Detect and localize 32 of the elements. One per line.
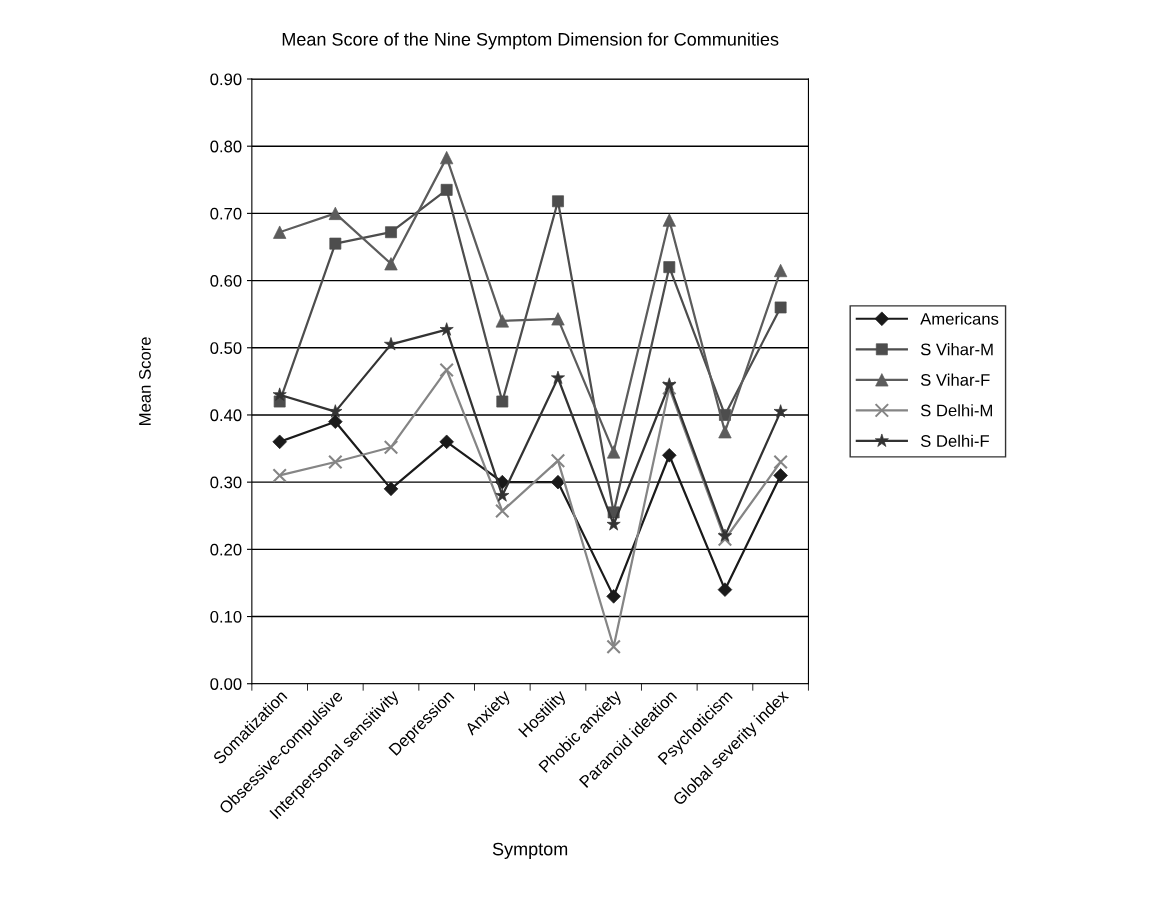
point	[550, 453, 566, 468]
point	[439, 434, 454, 450]
y-tick-label: 0.80	[210, 140, 242, 153]
chart-title: Mean Score of the Nine Symptom Dimension for Communities	[282, 32, 779, 50]
y-axis-title: Mean Score	[139, 337, 151, 425]
point	[717, 531, 733, 547]
y-tick-label: 0.90	[210, 73, 242, 86]
point	[328, 454, 343, 470]
legend-label: S Delhi-M	[920, 404, 992, 417]
legend-label: S Delhi-F	[920, 434, 989, 447]
point	[385, 226, 397, 239]
y-tick-label: 0.70	[210, 207, 242, 220]
y-tick-label: 0.40	[210, 409, 242, 422]
point	[383, 481, 399, 497]
point	[383, 439, 399, 455]
point	[495, 503, 510, 519]
point	[552, 195, 564, 208]
y-tick-label: 0.20	[210, 543, 242, 556]
legend-label: S Vihar-F	[920, 373, 990, 386]
legend-label: S Vihar-M	[920, 343, 993, 356]
y-tick-label: 0.30	[210, 476, 242, 489]
point	[606, 639, 621, 655]
x-axis-title: Symptom	[492, 842, 568, 859]
legend-label: Americans	[920, 312, 999, 325]
y-tick-label: 0.10	[210, 610, 242, 623]
point	[439, 362, 454, 378]
y-tick-label: 0.00	[210, 678, 242, 690]
y-tick-label: 0.60	[210, 274, 242, 287]
point	[328, 206, 342, 220]
y-tick-label: 0.50	[210, 342, 242, 354]
point	[773, 454, 788, 470]
point	[272, 468, 287, 483]
